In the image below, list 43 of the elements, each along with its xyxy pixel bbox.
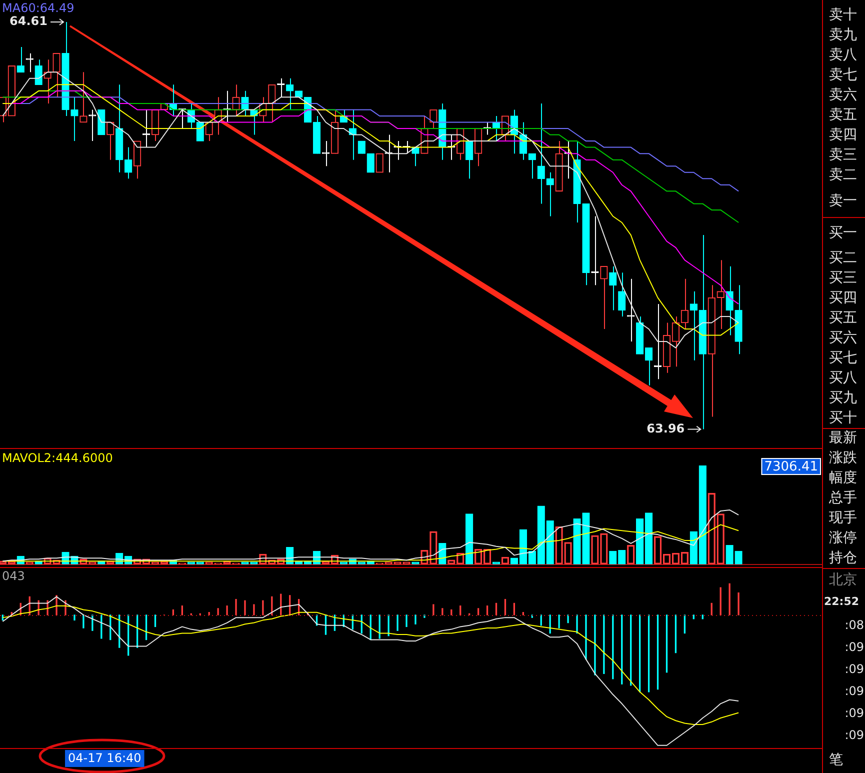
text: 卖一 — [829, 192, 857, 210]
text: 卖二 — [829, 166, 857, 184]
annotation: 63.96 — [646, 421, 685, 436]
text: 卖四 — [829, 126, 857, 144]
text: 买一 — [829, 224, 857, 242]
text: 卖六 — [829, 86, 857, 104]
text: :09 — [844, 639, 864, 656]
text: 卖八 — [829, 46, 857, 64]
text: 卖九 — [829, 26, 857, 44]
text: 卖七 — [829, 66, 857, 84]
text: 笔 — [829, 751, 843, 769]
text: 买十 — [829, 409, 857, 427]
text: :08 — [844, 617, 864, 634]
text: 涨停 — [829, 529, 857, 547]
text: 北京 — [829, 571, 857, 589]
text: 总手 — [829, 489, 857, 507]
text: 买四 — [829, 289, 857, 307]
text: 现手 — [829, 509, 857, 527]
text: 买三 — [829, 269, 857, 287]
text: 22:52 — [824, 594, 860, 610]
text: 7306.41 — [764, 459, 818, 474]
text: 涨跌 — [829, 449, 857, 467]
text: :09 — [844, 705, 864, 722]
text: 买七 — [829, 349, 857, 367]
text: 买六 — [829, 329, 857, 347]
text: MAVOL2:444.6000 — [2, 451, 113, 466]
text: 买九 — [829, 389, 857, 407]
text: 买二 — [829, 249, 857, 267]
text: 买五 — [829, 309, 857, 327]
text: 卖十 — [829, 6, 857, 24]
text: 最新 — [829, 429, 857, 447]
text: 卖三 — [829, 146, 857, 164]
text: 持仓 — [829, 549, 857, 567]
text: 04-17 16:40 — [68, 751, 142, 766]
text: :09 — [844, 727, 864, 744]
text: 卖五 — [829, 106, 857, 124]
annotation: 64.61 — [10, 14, 48, 28]
text: :09 — [844, 683, 864, 700]
text: :09 — [844, 661, 864, 678]
text: 买八 — [829, 369, 857, 387]
text: 幅度 — [829, 469, 857, 487]
text: MA60:64.49 — [2, 1, 74, 16]
text: 043 — [2, 569, 25, 584]
